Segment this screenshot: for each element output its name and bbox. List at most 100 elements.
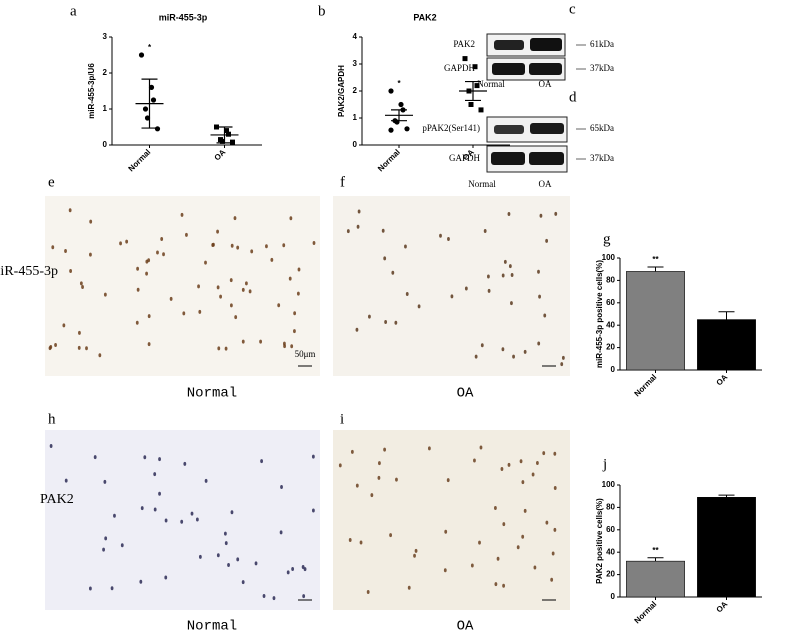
cell bbox=[395, 477, 398, 482]
cell bbox=[478, 540, 481, 545]
point bbox=[478, 107, 484, 113]
cell bbox=[85, 346, 88, 351]
cell bbox=[553, 451, 557, 456]
blot-band bbox=[530, 38, 562, 51]
x-tick-label: OA bbox=[213, 147, 228, 162]
cell bbox=[383, 447, 387, 452]
cell bbox=[153, 472, 157, 477]
cell bbox=[501, 347, 505, 352]
y-tick-label: 100 bbox=[602, 480, 616, 489]
cell bbox=[265, 244, 268, 249]
y-tick-label: 0 bbox=[611, 592, 616, 601]
cell bbox=[62, 323, 66, 328]
cell bbox=[98, 353, 102, 358]
lane-label: Normal bbox=[468, 179, 496, 189]
cell bbox=[550, 577, 554, 582]
cell bbox=[447, 237, 450, 242]
cell bbox=[143, 455, 147, 460]
cell bbox=[288, 276, 292, 281]
bar bbox=[697, 319, 756, 371]
cell bbox=[227, 563, 230, 568]
cell bbox=[248, 289, 252, 294]
y-tick-label: 3 bbox=[353, 59, 358, 68]
cell bbox=[355, 483, 359, 488]
bar bbox=[697, 497, 756, 598]
cell bbox=[49, 443, 53, 448]
cell bbox=[394, 320, 398, 325]
cell bbox=[234, 315, 238, 320]
cell bbox=[110, 586, 114, 591]
blot-label: pPAK2(Ser141) bbox=[422, 123, 480, 133]
panel-letter: i bbox=[340, 411, 344, 427]
x-tick-label: Normal bbox=[633, 600, 659, 626]
cell bbox=[64, 478, 68, 483]
scale-label: 50μm bbox=[295, 349, 316, 359]
panel-letter: c bbox=[569, 1, 576, 17]
cell bbox=[366, 590, 370, 595]
point bbox=[150, 97, 157, 103]
error-bar bbox=[141, 78, 158, 129]
cell bbox=[158, 491, 161, 496]
cell bbox=[198, 554, 202, 559]
cell bbox=[183, 461, 187, 466]
histology-image bbox=[45, 430, 320, 610]
cell bbox=[507, 462, 511, 467]
cell bbox=[474, 354, 478, 359]
cell bbox=[407, 585, 411, 590]
cell bbox=[536, 460, 539, 465]
annotation: * bbox=[397, 79, 401, 88]
cell bbox=[537, 269, 540, 274]
cell bbox=[414, 548, 418, 553]
cell bbox=[417, 304, 421, 309]
cell bbox=[245, 281, 248, 286]
cell bbox=[523, 349, 527, 354]
cell bbox=[293, 329, 296, 334]
y-axis-label: PAK2/GAPDH bbox=[337, 65, 346, 117]
cell bbox=[553, 485, 557, 490]
y-tick-label: 20 bbox=[606, 570, 615, 579]
lane-label: OA bbox=[539, 79, 552, 89]
y-tick-label: 3 bbox=[103, 32, 108, 41]
error-bar bbox=[465, 80, 481, 102]
cell bbox=[470, 563, 474, 568]
cell bbox=[145, 271, 148, 276]
y-tick-label: 60 bbox=[606, 525, 615, 534]
cell bbox=[311, 454, 315, 459]
cell bbox=[145, 259, 149, 264]
cell bbox=[297, 267, 301, 272]
cell bbox=[507, 212, 511, 217]
cell bbox=[539, 213, 543, 218]
cell bbox=[79, 281, 83, 286]
cell bbox=[254, 561, 258, 566]
cell bbox=[356, 224, 360, 229]
panel-letter: j bbox=[602, 456, 607, 472]
cell bbox=[479, 445, 483, 450]
blot-band bbox=[529, 152, 564, 165]
blot-band bbox=[494, 125, 524, 134]
cell bbox=[450, 294, 454, 299]
cell bbox=[272, 596, 276, 601]
cell bbox=[312, 241, 316, 246]
panel-letter: h bbox=[48, 411, 56, 427]
cell bbox=[182, 311, 186, 316]
cell bbox=[198, 309, 202, 314]
cell bbox=[236, 245, 240, 250]
cell bbox=[508, 264, 512, 269]
cell bbox=[136, 287, 140, 292]
cell bbox=[241, 287, 245, 292]
y-tick-label: 20 bbox=[606, 343, 615, 352]
cell bbox=[250, 249, 254, 254]
y-tick-label: 40 bbox=[606, 547, 615, 556]
error-bar bbox=[647, 266, 664, 272]
annotation: ** bbox=[652, 546, 659, 555]
cell bbox=[348, 538, 352, 543]
y-axis-label: miR-455-3p/U6 bbox=[87, 63, 96, 119]
y-tick-label: 0 bbox=[103, 140, 108, 149]
cell bbox=[158, 457, 161, 462]
cell bbox=[49, 344, 53, 349]
bar bbox=[626, 271, 685, 371]
cell bbox=[370, 493, 374, 498]
x-tick-label: Normal bbox=[376, 148, 402, 174]
cell bbox=[521, 480, 525, 485]
cell bbox=[283, 344, 286, 349]
